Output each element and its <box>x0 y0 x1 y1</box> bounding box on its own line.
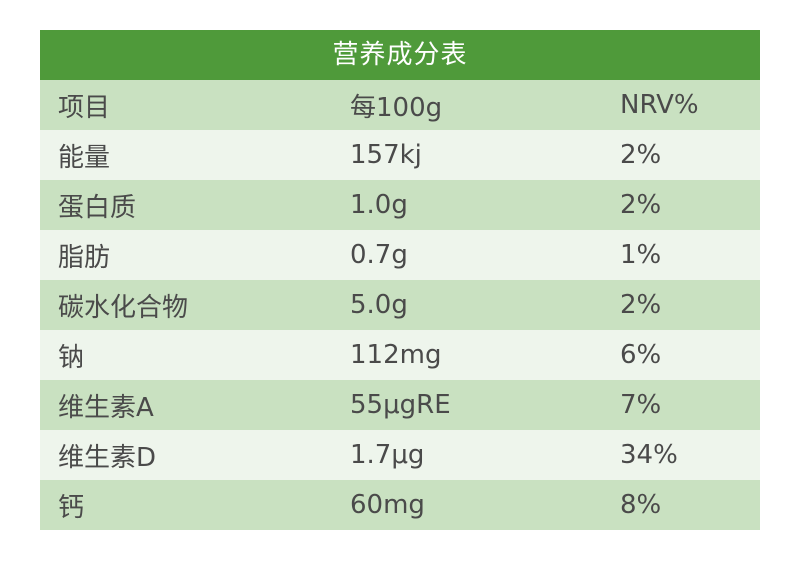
row-amount: 55μgRE <box>350 390 451 420</box>
row-amount: 60mg <box>350 490 425 520</box>
nutrition-table: 营养成分表 项目 每100g NRV% 能量 157kj 2% 蛋白质 1.0g… <box>40 30 760 530</box>
header-nrv: NRV% <box>620 90 699 120</box>
row-item: 能量 <box>58 142 111 173</box>
row-amount: 157kj <box>350 140 422 170</box>
row-item: 钠 <box>58 342 85 373</box>
row-item: 蛋白质 <box>58 192 137 223</box>
row-amount: 0.7g <box>350 240 408 270</box>
row-item: 维生素D <box>58 442 157 473</box>
table-row: 能量 157kj 2% <box>40 130 760 180</box>
table-row: 蛋白质 1.0g 2% <box>40 180 760 230</box>
row-amount: 1.7μg <box>350 440 425 470</box>
table-row: 钠 112mg 6% <box>40 330 760 380</box>
row-nrv: 34% <box>620 440 678 470</box>
row-amount: 1.0g <box>350 190 408 220</box>
row-item: 钙 <box>58 492 85 523</box>
row-nrv: 8% <box>620 490 662 520</box>
row-nrv: 7% <box>620 390 662 420</box>
row-nrv: 2% <box>620 190 662 220</box>
row-nrv: 2% <box>620 140 662 170</box>
table-row: 维生素A 55μgRE 7% <box>40 380 760 430</box>
table-title: 营养成分表 <box>40 30 760 80</box>
row-amount: 112mg <box>350 340 442 370</box>
table-row: 钙 60mg 8% <box>40 480 760 530</box>
row-nrv: 1% <box>620 240 662 270</box>
row-nrv: 2% <box>620 290 662 320</box>
table-row: 碳水化合物 5.0g 2% <box>40 280 760 330</box>
row-nrv: 6% <box>620 340 662 370</box>
header-per-100g: 每100g <box>350 92 443 123</box>
table-row: 维生素D 1.7μg 34% <box>40 430 760 480</box>
row-amount: 5.0g <box>350 290 408 320</box>
row-item: 脂肪 <box>58 242 111 273</box>
row-item: 维生素A <box>58 392 154 423</box>
table-row: 脂肪 0.7g 1% <box>40 230 760 280</box>
header-item: 项目 <box>58 92 111 123</box>
table-header-row: 项目 每100g NRV% <box>40 80 760 130</box>
row-item: 碳水化合物 <box>58 292 189 323</box>
